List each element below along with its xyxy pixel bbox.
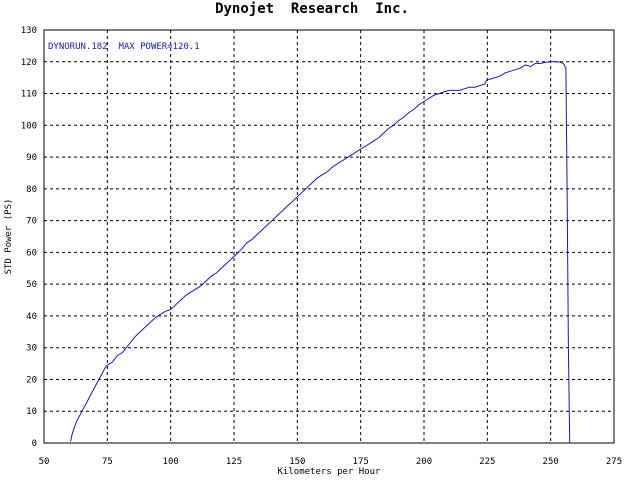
x-tick-label: 250 [543,457,559,467]
run-annotation: DYNORUN.182 MAX POWER=120.1 [48,42,200,52]
x-tick-label: 100 [163,457,179,467]
x-tick-label: 150 [289,457,305,467]
x-tick-label: 50 [39,457,50,467]
x-axis-label: Kilometers per Hour [278,467,382,477]
plot-frame [43,29,615,444]
power-curve-line [70,60,571,444]
y-tick-label: 60 [26,248,37,258]
x-tick-label: 125 [226,457,242,467]
y-tick-label: 90 [26,153,37,163]
y-tick-label: 110 [21,90,37,100]
x-tick-label: 75 [102,457,113,467]
chart-title: Dynojet Research Inc. [215,1,409,17]
grid-lines [44,30,614,443]
x-tick-label: 175 [353,457,369,467]
x-axis-ticks: 50 75 100 125 150 175 200 225 250 275 [39,457,623,467]
y-tick-label: 40 [26,312,37,322]
y-tick-label: 20 [26,375,37,385]
y-tick-label: 0 [32,439,37,449]
x-tick-label: 275 [606,457,622,467]
y-tick-label: 30 [26,344,37,354]
x-tick-label: 225 [479,457,495,467]
y-axis-ticks: 0 10 20 30 40 50 60 70 80 90 100 110 120 130 [21,26,37,449]
y-tick-label: 100 [21,121,37,131]
y-tick-label: 10 [26,407,37,417]
y-tick-label: 50 [26,280,37,290]
y-tick-label: 120 [21,58,37,68]
x-tick-label: 200 [416,457,432,467]
y-tick-label: 70 [26,217,37,227]
y-axis-label: STD Power (PS) [4,199,14,275]
y-tick-label: 130 [21,26,37,36]
y-tick-label: 80 [26,185,37,195]
